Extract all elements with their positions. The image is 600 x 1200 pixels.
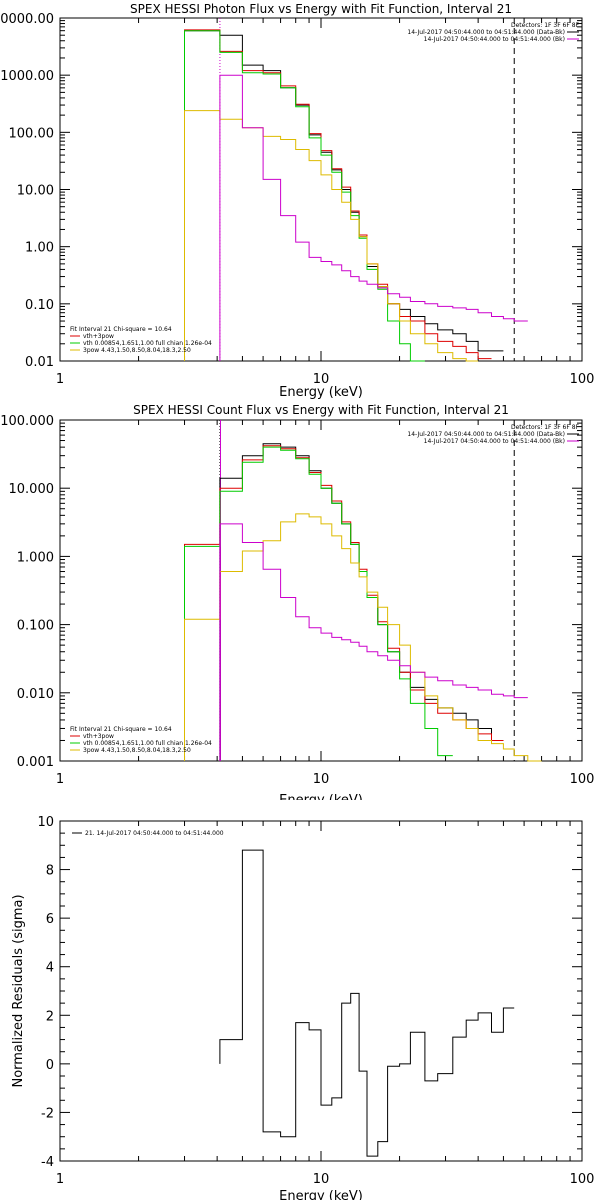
x-tick-label: 1 bbox=[56, 1172, 64, 1187]
legend-entry-text: vth 0.00854,1.651,1.00 full chian 1.26e-… bbox=[83, 340, 212, 347]
y-tick-label: 0000.00 bbox=[0, 12, 54, 27]
y-tick-label: 0 bbox=[46, 1058, 54, 1073]
series-1-line bbox=[184, 29, 492, 361]
series-3-line bbox=[184, 513, 542, 762]
y-tick-label: 8 bbox=[46, 864, 54, 879]
y-tick-label: 1000.00 bbox=[0, 69, 54, 84]
y-axis-label: Normalized Residuals (sigma) bbox=[11, 894, 26, 1087]
legend-entry-text: vth+3pow bbox=[83, 733, 114, 740]
series-2-line bbox=[184, 30, 425, 362]
y-tick-label: 0.001 bbox=[17, 755, 54, 770]
y-tick-label: 100.000 bbox=[0, 414, 54, 429]
legend-entry-text: 14-Jul-2017 04:50:44.000 to 04:51:44.000… bbox=[407, 29, 565, 36]
legend-entry-text: 21. 14-Jul-2017 04:50:44.000 to 04:51:44… bbox=[85, 830, 224, 837]
x-tick-label: 10 bbox=[313, 372, 330, 387]
legend-header: Fit Interval 21 Chi-square = 10.64 bbox=[70, 326, 172, 333]
x-axis-label: Energy (keV) bbox=[279, 793, 363, 800]
y-tick-label: 1.000 bbox=[17, 550, 54, 565]
y-tick-label: 0.010 bbox=[17, 687, 54, 702]
legend-entry-text: 14-Jul-2017 04:50:44.000 to 04:51:44.000… bbox=[424, 438, 565, 445]
y-tick-label: -4 bbox=[41, 1155, 54, 1170]
series-2-line bbox=[184, 446, 453, 761]
y-tick-label: 6 bbox=[46, 912, 54, 927]
y-tick-label: 0.10 bbox=[25, 298, 54, 313]
legend-entry-text: 14-Jul-2017 04:50:44.000 to 04:51:44.000… bbox=[424, 36, 565, 43]
y-tick-label: 10.00 bbox=[17, 184, 54, 199]
y-tick-label: 0.01 bbox=[25, 355, 54, 370]
y-tick-label: 10 bbox=[37, 815, 54, 830]
plot-frame bbox=[59, 820, 583, 1162]
residuals-chart: 1 10 100 10 8 6 4 2 0 -2 -4 Energy (keV) Normalized … bbox=[11, 815, 595, 1200]
x-tick-label: 10 bbox=[313, 1172, 330, 1187]
legend-entry-text: 3pow 4.43,1.50,8.50,8.04,18.3,2.50 bbox=[83, 347, 191, 354]
series-4-line bbox=[219, 74, 528, 361]
y-tick-label: 10.000 bbox=[9, 482, 55, 497]
legend-entry-text: vth+3pow bbox=[83, 333, 114, 340]
y-tick-label: 100.00 bbox=[9, 126, 55, 141]
y-tick-label: 0.100 bbox=[17, 619, 54, 634]
chart-title: SPEX HESSI Photon Flux vs Energy with Fi… bbox=[130, 2, 512, 16]
x-tick-label: 100 bbox=[570, 372, 595, 387]
y-tick-label: 2 bbox=[46, 1009, 54, 1024]
legend-entry-text: 14-Jul-2017 04:50:44.000 to 04:51:44.000… bbox=[407, 431, 565, 438]
chart-title: SPEX HESSI Count Flux vs Energy with Fit… bbox=[133, 403, 509, 417]
series-4-line bbox=[219, 523, 528, 761]
x-axis-label: Energy (keV) bbox=[279, 1189, 363, 1200]
x-tick-label: 100 bbox=[570, 772, 595, 787]
x-axis-label: Energy (keV) bbox=[279, 385, 363, 400]
plot-frame bbox=[59, 17, 583, 362]
x-tick-label: 10 bbox=[313, 772, 330, 787]
legend-entry-text: 3pow 4.43,1.50,8.50,8.04,18.3,2.50 bbox=[83, 747, 191, 754]
photon-flux-chart: SPEX HESSI Photon Flux vs Energy with Fi… bbox=[0, 2, 595, 400]
series-0-line bbox=[219, 443, 504, 761]
series-0-line bbox=[184, 30, 504, 361]
x-tick-label: 100 bbox=[570, 1172, 595, 1187]
x-tick-label: 1 bbox=[56, 372, 64, 387]
legend-entry-text: vth 0.00854,1.651,1.00 full chian 1.26e-… bbox=[83, 740, 212, 747]
y-tick-label: 1.00 bbox=[25, 241, 54, 256]
legend-header: Detectors: 1F 3F 6F 8F bbox=[511, 22, 580, 29]
y-tick-label: -2 bbox=[41, 1106, 54, 1121]
count-flux-chart: SPEX HESSI Count Flux vs Energy with Fit… bbox=[0, 403, 595, 800]
series-0-line bbox=[219, 849, 515, 1157]
x-tick-label: 1 bbox=[56, 772, 64, 787]
legend-header: Fit Interval 21 Chi-square = 10.64 bbox=[70, 726, 172, 733]
legend-header: Detectors: 1F 3F 6F 8F bbox=[511, 424, 580, 431]
y-tick-label: 4 bbox=[46, 961, 54, 976]
